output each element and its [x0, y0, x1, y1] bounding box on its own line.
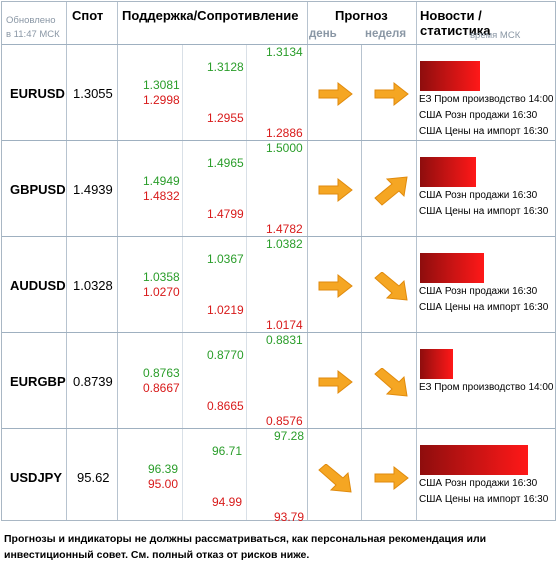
- news-item: ЕЗ Пром производство 14:00: [419, 94, 554, 105]
- forecast-week-arrow-icon: [372, 80, 410, 108]
- forex-table: Обновлено в 11:47 МСК Спот Поддержка/Соп…: [1, 1, 556, 524]
- spot-rate: 1.0328: [73, 278, 113, 293]
- resistance-level-2: 1.4799: [207, 207, 244, 221]
- arrow-right-icon: [318, 81, 353, 107]
- forecast-day-arrow-icon: [316, 80, 354, 108]
- news-item: США Цены на импорт 16:30: [419, 206, 549, 217]
- support-level-2: 96.71: [212, 444, 243, 458]
- spot-rate: 95.62: [77, 470, 110, 485]
- arrow-right-icon: [374, 465, 409, 491]
- news-item: США Розн продажи 16:30: [419, 110, 538, 121]
- news-item: США Розн продажи 16:30: [419, 190, 538, 201]
- arrow-down-right-icon: [318, 463, 352, 493]
- support-level-3: 1.5000: [266, 141, 303, 155]
- grid-line: [2, 44, 555, 45]
- forecast-day-arrow-icon: [316, 272, 354, 300]
- resistance-level-3: 93.79: [274, 510, 305, 524]
- news-item: США Розн продажи 16:30: [419, 478, 538, 489]
- disclaimer: Прогнозы и индикаторы не должны рассматр…: [4, 533, 487, 561]
- grid-line: [66, 2, 67, 520]
- arrow-down-right-icon: [374, 271, 408, 301]
- resistance-level-2: 1.2955: [207, 111, 244, 125]
- news-item: ЕЗ Пром производство 14:00: [419, 382, 554, 393]
- spot-rate: 1.4939: [73, 182, 113, 197]
- resistance-level-1: 1.4832: [143, 189, 180, 203]
- resistance-level-1: 1.2998: [143, 93, 180, 107]
- spot-rate: 1.3055: [73, 86, 113, 101]
- support-level-1: 1.4949: [143, 174, 180, 188]
- news-time-header: время МСК: [470, 30, 521, 41]
- news-volatility-bar: [420, 349, 453, 379]
- grid-line: [361, 45, 362, 520]
- updated-time: в 11:47 МСК: [6, 29, 60, 40]
- support-level-3: 1.0382: [266, 237, 303, 251]
- spot-header: Спот: [72, 8, 104, 23]
- grid-line: [307, 2, 308, 520]
- news-header: Новости / статистика: [420, 8, 491, 38]
- support-level-3: 0.8831: [266, 333, 303, 347]
- support-level-3: 97.28: [274, 429, 305, 443]
- arrow-up-right-icon: [374, 176, 408, 206]
- grid-line: [246, 45, 247, 520]
- resistance-level-2: 0.8665: [207, 399, 244, 413]
- updated-label: Обновлено: [6, 15, 56, 26]
- forecast-day-arrow-icon: [316, 368, 354, 396]
- support-level-1: 96.39: [148, 462, 179, 476]
- support-level-2: 1.4965: [207, 156, 244, 170]
- currency-pair: EURGBP: [10, 374, 66, 389]
- support-level-3: 1.3134: [266, 45, 303, 59]
- forecast-week-arrow-icon: [372, 176, 410, 206]
- forecast-week-arrow-icon: [372, 271, 410, 301]
- grid-line: [2, 428, 555, 429]
- currency-pair: GBPUSD: [10, 182, 66, 197]
- support-level-1: 1.0358: [143, 270, 180, 284]
- resistance-level-3: 1.2886: [266, 126, 303, 140]
- arrow-right-icon: [318, 273, 353, 299]
- resistance-level-2: 1.0219: [207, 303, 244, 317]
- resistance-level-1: 0.8667: [143, 381, 180, 395]
- forecast-day-header: день: [309, 28, 337, 40]
- grid-line: [2, 332, 555, 333]
- news-item: США Цены на импорт 16:30: [419, 494, 549, 505]
- news-item: США Цены на импорт 16:30: [419, 126, 549, 137]
- support-level-2: 0.8770: [207, 348, 244, 362]
- news-volatility-bar: [420, 253, 484, 283]
- arrow-down-right-icon: [374, 367, 408, 397]
- arrow-right-icon: [318, 369, 353, 395]
- resistance-level-1: 95.00: [148, 477, 179, 491]
- spot-rate: 0.8739: [73, 374, 113, 389]
- forecast-header: Прогноз: [335, 8, 388, 23]
- resistance-level-2: 94.99: [212, 495, 243, 509]
- arrow-right-icon: [374, 81, 409, 107]
- news-item: США Цены на импорт 16:30: [419, 302, 549, 313]
- news-item: США Розн продажи 16:30: [419, 286, 538, 297]
- support-level-2: 1.3128: [207, 60, 244, 74]
- news-volatility-bar: [420, 445, 528, 475]
- resistance-level-1: 1.0270: [143, 285, 180, 299]
- grid-line: [416, 2, 417, 520]
- currency-pair: USDJPY: [10, 470, 63, 485]
- support-level-2: 1.0367: [207, 252, 244, 266]
- grid-line: [182, 45, 183, 520]
- forecast-week-arrow-icon: [372, 367, 410, 397]
- support-level-1: 0.8763: [143, 366, 180, 380]
- resistance-level-3: 0.8576: [266, 414, 303, 428]
- currency-pair: EURUSD: [10, 86, 65, 101]
- currency-pair: AUDUSD: [10, 278, 66, 293]
- forecast-week-arrow-icon: [372, 464, 410, 492]
- forecast-week-header: неделя: [365, 28, 407, 40]
- arrow-right-icon: [318, 177, 353, 203]
- grid-line: [2, 140, 555, 141]
- resistance-level-3: 1.0174: [266, 318, 303, 332]
- news-volatility-bar: [420, 157, 476, 187]
- forecast-day-arrow-icon: [316, 463, 354, 493]
- grid-line: [2, 236, 555, 237]
- support-resistance-header: Поддержка/Сопротивление: [122, 8, 299, 23]
- news-volatility-bar: [420, 61, 480, 91]
- forecast-day-arrow-icon: [316, 176, 354, 204]
- resistance-level-3: 1.4782: [266, 222, 303, 236]
- grid-line: [117, 2, 118, 520]
- support-level-1: 1.3081: [143, 78, 180, 92]
